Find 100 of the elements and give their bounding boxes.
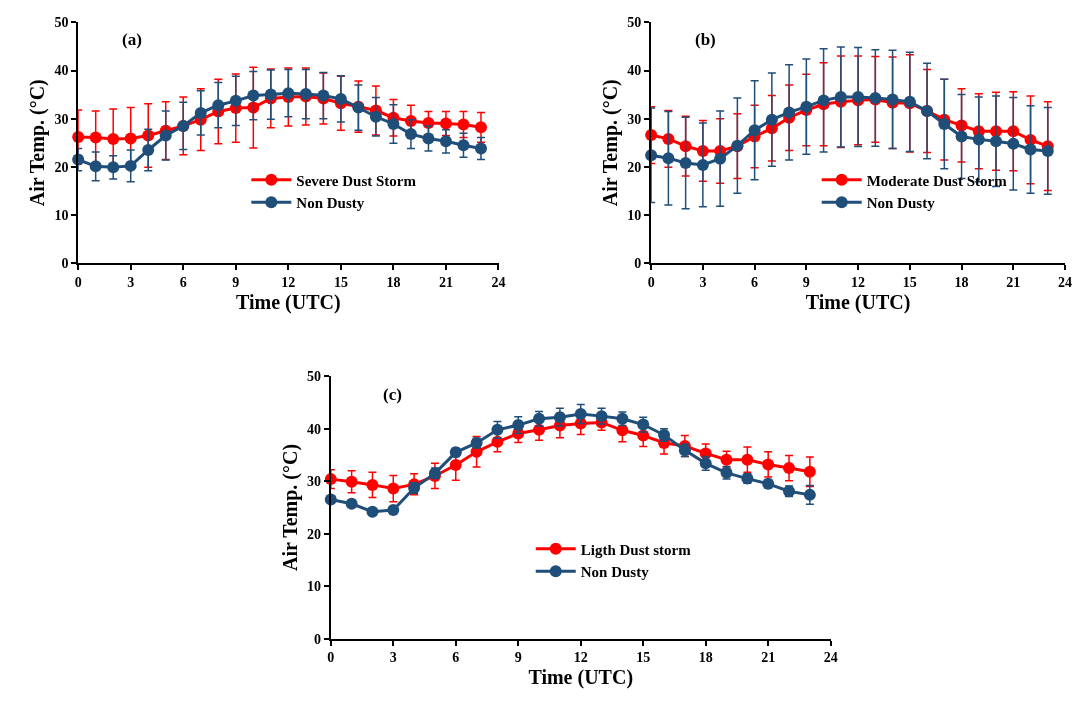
- x-tick-label: 9: [802, 274, 810, 290]
- point: [457, 118, 470, 131]
- text: (b): [695, 30, 716, 49]
- x-tick-label: 18: [698, 650, 713, 666]
- x-tick-label: 24: [823, 650, 838, 666]
- x-tick-label: 24: [1058, 274, 1073, 290]
- y-tick-label: 50: [627, 15, 642, 31]
- point: [142, 143, 155, 156]
- point: [366, 478, 379, 491]
- y-tick-label: 10: [307, 579, 321, 595]
- point: [422, 132, 435, 145]
- point: [264, 88, 277, 101]
- point: [852, 91, 865, 103]
- x-tick-label: 12: [281, 274, 296, 290]
- x-tick-label: 6: [179, 274, 187, 290]
- point: [938, 117, 951, 130]
- point: [955, 130, 968, 143]
- point: [817, 94, 830, 107]
- x-tick-label: 15: [902, 274, 917, 290]
- point: [124, 159, 137, 172]
- x-tick-label: 21: [438, 274, 453, 290]
- y-tick-label: 0: [314, 631, 321, 647]
- x-tick-label: 21: [761, 650, 776, 666]
- x-axis-title: Time (UTC): [236, 290, 341, 314]
- point: [387, 482, 400, 495]
- y-axis-title: Air Temp. (°C): [26, 79, 50, 207]
- point: [369, 110, 382, 123]
- point: [714, 152, 727, 165]
- x-tick-label: 0: [327, 650, 335, 666]
- point: [387, 504, 400, 517]
- point: [800, 100, 813, 113]
- point: [404, 128, 417, 141]
- point: [474, 142, 487, 155]
- point: [1024, 143, 1037, 156]
- x-tick-label: 0: [74, 274, 82, 290]
- point: [107, 132, 120, 145]
- legend-label: Non Dusty: [866, 195, 936, 212]
- point: [449, 458, 462, 471]
- x-tick-label: 12: [573, 650, 588, 666]
- point: [574, 408, 587, 421]
- point: [765, 113, 778, 126]
- point: [762, 458, 775, 471]
- x-tick-label: 0: [647, 274, 655, 290]
- point: [194, 106, 207, 119]
- point: [990, 135, 1003, 148]
- x-tick-label: 9: [232, 274, 240, 290]
- legend-label: Ligth Dust storm: [580, 541, 692, 558]
- point: [679, 156, 692, 169]
- point: [247, 89, 260, 102]
- point: [366, 505, 379, 518]
- point: [439, 117, 452, 130]
- y-tick-label: 0: [634, 256, 642, 272]
- y-tick-label: 40: [627, 63, 642, 79]
- point: [89, 160, 102, 173]
- x-tick-label: 18: [386, 274, 401, 290]
- legend-label: Severe Dust Storm: [296, 172, 417, 189]
- y-tick-label: 10: [627, 207, 642, 223]
- y-tick-label: 30: [307, 474, 321, 490]
- x-tick-label: 6: [452, 650, 460, 666]
- point: [124, 132, 137, 145]
- y-tick-label: 50: [307, 369, 321, 385]
- x-tick-label: 18: [954, 274, 969, 290]
- y-tick-label: 10: [54, 207, 69, 223]
- point: [457, 139, 470, 152]
- text: (c): [383, 385, 402, 404]
- point: [387, 117, 400, 130]
- x-tick-label: 3: [389, 650, 397, 666]
- x-tick-label: 3: [127, 274, 135, 290]
- x-axis-title: Time (UTC): [528, 666, 634, 690]
- point: [474, 121, 487, 134]
- x-tick-label: 24: [491, 274, 506, 290]
- legend-label: Non Dusty: [296, 195, 365, 212]
- point: [834, 91, 847, 103]
- point: [803, 465, 816, 478]
- y-tick-label: 20: [627, 159, 642, 175]
- point: [1007, 137, 1020, 150]
- y-axis-title: Air Temp. (°C): [279, 443, 302, 572]
- x-tick-label: 6: [751, 274, 759, 290]
- point: [696, 158, 709, 171]
- x-tick-label: 21: [1006, 274, 1021, 290]
- point: [553, 411, 566, 424]
- x-tick-label: 9: [514, 650, 522, 666]
- point: [783, 462, 796, 475]
- point: [803, 488, 816, 501]
- point: [159, 129, 172, 142]
- x-axis-title: Time (UTC): [805, 290, 911, 314]
- x-tick-label: 12: [851, 274, 866, 290]
- point: [345, 475, 358, 488]
- point: [748, 124, 761, 137]
- point: [972, 133, 985, 146]
- point: [212, 99, 225, 112]
- point: [439, 135, 452, 148]
- point: [741, 453, 754, 466]
- x-tick-label: 15: [636, 650, 651, 666]
- y-tick-label: 40: [307, 421, 321, 437]
- y-axis-title: Air Temp. (°C): [599, 79, 623, 207]
- point: [662, 152, 675, 165]
- point: [89, 131, 102, 144]
- point: [282, 87, 295, 100]
- point: [512, 419, 525, 432]
